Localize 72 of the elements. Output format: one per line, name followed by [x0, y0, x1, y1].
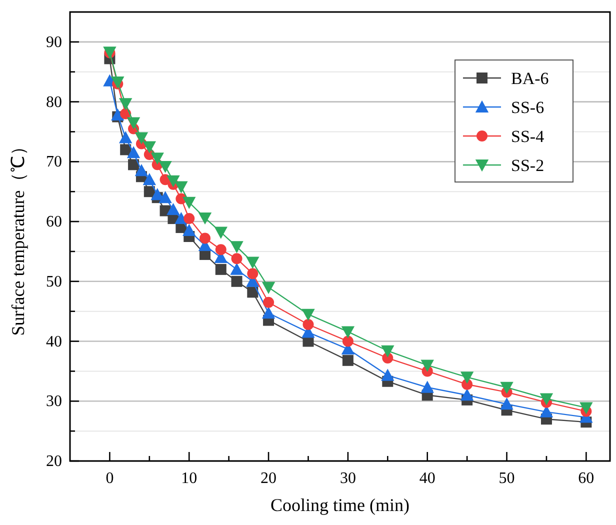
- point: [262, 306, 276, 319]
- point: [263, 296, 274, 308]
- point: [215, 264, 226, 275]
- y-tick-label: 80: [46, 94, 62, 111]
- y-tick-label: 30: [46, 393, 62, 410]
- point: [460, 372, 474, 384]
- point: [247, 286, 258, 298]
- point: [200, 232, 210, 244]
- legend-label: SS-6: [511, 98, 544, 117]
- x-tick-label: 60: [578, 470, 594, 487]
- point: [420, 360, 434, 372]
- point: [231, 276, 242, 287]
- x-tick-label: 40: [419, 470, 436, 487]
- point: [230, 262, 244, 275]
- point: [302, 319, 314, 330]
- point: [118, 131, 132, 144]
- point: [540, 393, 554, 406]
- point: [302, 308, 315, 321]
- point: [158, 160, 172, 174]
- point: [580, 402, 593, 414]
- point: [214, 226, 228, 239]
- y-tick-label: 40: [46, 333, 62, 350]
- point: [182, 224, 196, 236]
- point: [420, 380, 434, 393]
- point: [246, 256, 260, 269]
- point: [126, 146, 140, 158]
- point: [341, 326, 355, 338]
- y-tick-label: 20: [46, 453, 62, 470]
- point: [118, 98, 132, 110]
- point: [342, 336, 354, 347]
- point: [174, 181, 188, 194]
- point: [134, 132, 148, 144]
- point: [342, 354, 354, 366]
- point: [158, 190, 172, 204]
- x-tick-label: 20: [260, 470, 277, 487]
- legend-label: SS-4: [511, 127, 545, 146]
- y-axis-title: Surface temperature（℃）: [8, 137, 28, 336]
- point: [182, 196, 196, 209]
- point: [150, 188, 164, 200]
- point: [231, 253, 242, 264]
- point: [142, 141, 156, 154]
- point: [460, 388, 474, 401]
- point: [150, 152, 164, 165]
- x-tick-label: 50: [498, 470, 515, 487]
- x-tick-label: 30: [340, 470, 356, 487]
- point: [500, 398, 514, 410]
- y-tick-label: 60: [46, 214, 62, 231]
- x-tick-label: 10: [181, 470, 198, 487]
- point: [247, 268, 258, 280]
- point: [500, 382, 514, 394]
- legend-label: SS-2: [511, 156, 544, 175]
- point: [184, 213, 195, 224]
- y-tick-label: 70: [46, 154, 62, 171]
- point: [111, 108, 124, 120]
- point: [381, 368, 394, 381]
- legend-label: BA-6: [511, 69, 549, 88]
- x-axis-title: Cooling time (min): [270, 495, 410, 515]
- point: [134, 164, 148, 176]
- x-tick-label: 0: [106, 470, 114, 487]
- point: [262, 282, 276, 294]
- point: [230, 241, 244, 254]
- point: [126, 117, 140, 130]
- y-tick-label: 90: [46, 34, 62, 51]
- point: [198, 212, 212, 225]
- point: [142, 173, 156, 186]
- point: [381, 345, 394, 358]
- point: [166, 202, 180, 216]
- y-tick-label: 50: [46, 273, 62, 290]
- point: [128, 159, 140, 170]
- point: [120, 144, 132, 156]
- point: [166, 175, 180, 188]
- point: [215, 244, 226, 256]
